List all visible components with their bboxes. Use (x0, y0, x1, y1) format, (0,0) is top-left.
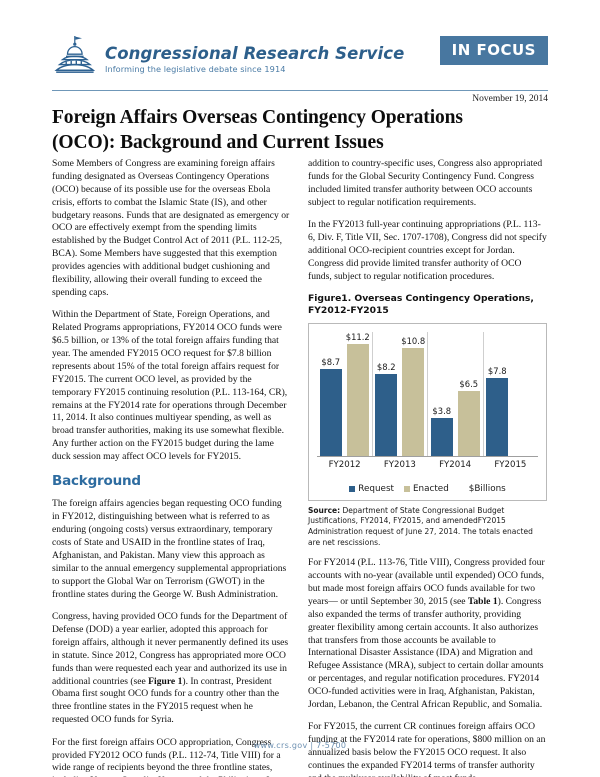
bar-wrap-request-fy2012: $8.7 (319, 332, 342, 456)
bar-value-label: $6.5 (459, 378, 479, 389)
bar-request-fy2013 (375, 373, 398, 456)
bar-enacted-fy2014 (457, 390, 480, 456)
bar-value-label: $8.7 (321, 356, 341, 367)
bar-value-label: $3.8 (432, 405, 452, 416)
bar-enacted-fy2013 (402, 347, 425, 456)
x-tick-fy2013: FY2013 (383, 459, 416, 470)
paragraph-background-1: The foreign affairs agencies began reque… (52, 498, 287, 600)
bar-value-label: $7.8 (487, 365, 507, 376)
in-focus-badge: IN FOCUS (439, 36, 548, 65)
source-text: Department of State Congressional Budget… (308, 505, 533, 547)
chart-units-label: $Billions (468, 483, 506, 494)
paragraph-right-2: In the FY2013 full-year continuing appro… (308, 219, 547, 282)
paragraph-background-2-part-a: Congress, having provided OCO funds for … (52, 611, 289, 687)
figure-1-reference: Figure 1 (148, 675, 183, 687)
chart-group-fy2014: $3.8 $6.5 (428, 331, 484, 456)
paragraph-right-4: For FY2015, the current CR continues for… (308, 721, 546, 777)
brand-name: Congressional Research Service (105, 43, 405, 63)
legend-swatch-enacted-icon (403, 485, 410, 492)
paragraph-intro-1: Some Members of Congress are examining f… (52, 158, 290, 298)
chart-plot-area: $8.7 $11.2 $8.2 (317, 331, 539, 456)
legend-label-request: Request (358, 483, 394, 494)
chart-bar-groups: $8.7 $11.2 $8.2 (317, 331, 539, 456)
paragraph-right-3: For FY2014 (P.L. 113-76, Title VIII), Co… (308, 557, 547, 712)
page-title: Foreign Affairs Overseas Contingency Ope… (52, 107, 463, 153)
chart-group-fy2013: $8.2 $10.8 (373, 331, 428, 456)
bar-wrap-enacted-fy2014: $6.5 (457, 332, 480, 456)
bar-value-label: $8.2 (376, 361, 396, 372)
chart-x-tick-labels: FY2012 FY2013 FY2014 FY2015 (317, 460, 538, 470)
legend-swatch-request-icon (349, 485, 356, 492)
chart-x-axis (317, 455, 538, 457)
bar-request-fy2012 (319, 368, 342, 456)
paragraph-right-3-part-a: For FY2014 (P.L. 113-76, Title VIII), Co… (308, 557, 545, 607)
document-date: November 19, 2014 (472, 94, 548, 104)
chart-group-fy2015: $7.8 (484, 332, 539, 456)
crs-brand: Congressional Research Service Informing… (52, 34, 404, 80)
brand-tagline: Informing the legislative debate since 1… (105, 64, 286, 75)
page-footer[interactable]: www.crs.gov | 7-5700 (253, 741, 347, 750)
paragraph-background-2-part-b: ). In contrast, President Obama first so… (52, 675, 280, 726)
bar-wrap-enacted-fy2012: $11.2 (345, 331, 370, 456)
bar-request-fy2015 (486, 377, 509, 456)
masthead-divider (52, 90, 548, 91)
bar-wrap-enacted-fy2015 (513, 332, 535, 456)
paragraph-background-3: For the first foreign affairs OCO approp… (52, 736, 281, 777)
x-tick-fy2012: FY2012 (328, 459, 361, 470)
bar-enacted-fy2012 (346, 343, 369, 456)
masthead: Congressional Research Service Informing… (52, 34, 548, 90)
bar-wrap-enacted-fy2013: $10.8 (401, 332, 426, 456)
paragraph-right-1: addition to country-specific uses, Congr… (308, 158, 543, 208)
legend-item-enacted: Enacted (403, 483, 449, 494)
chart-group-fy2012: $8.7 $11.2 (317, 331, 373, 456)
brand-text-block: Congressional Research Service Informing… (105, 40, 405, 75)
bar-wrap-request-fy2014: $3.8 (430, 332, 453, 456)
bar-wrap-request-fy2015: $7.8 (486, 332, 509, 456)
source-label: Source: (308, 505, 341, 515)
bar-request-fy2014 (430, 417, 453, 456)
legend-item-request: Request (349, 484, 394, 494)
bar-value-label: $10.8 (401, 335, 426, 346)
bar-value-label: $11.2 (345, 331, 370, 342)
crs-capitol-dome-icon (52, 34, 98, 80)
figure-caption: Figure1. Overseas Contingency Operations… (308, 293, 534, 317)
bar-wrap-request-fy2013: $8.2 (375, 332, 398, 456)
section-heading-background: Background (52, 473, 141, 490)
paragraph-intro-2: Within the Department of State, Foreign … (52, 309, 288, 463)
left-column: Some Members of Congress are examining f… (52, 158, 291, 777)
x-tick-fy2014: FY2014 (439, 459, 472, 470)
legend-label-enacted: Enacted (412, 483, 449, 494)
paragraph-right-3-part-b: ). Congress also expanded the terms of t… (308, 595, 544, 711)
right-column: addition to country-specific uses, Congr… (308, 158, 547, 777)
two-column-body: Some Members of Congress are examining f… (52, 158, 548, 777)
figure-1-chart: $8.7 $11.2 $8.2 (308, 322, 547, 501)
paragraph-background-2: Congress, having provided OCO funds for … (52, 611, 291, 727)
chart-legend: Request Enacted $Billions (317, 484, 538, 494)
figure-source-note: Source: Department of State Congressiona… (308, 506, 547, 549)
x-tick-fy2015: FY2015 (494, 459, 527, 470)
table-1-reference: Table 1 (467, 595, 498, 607)
